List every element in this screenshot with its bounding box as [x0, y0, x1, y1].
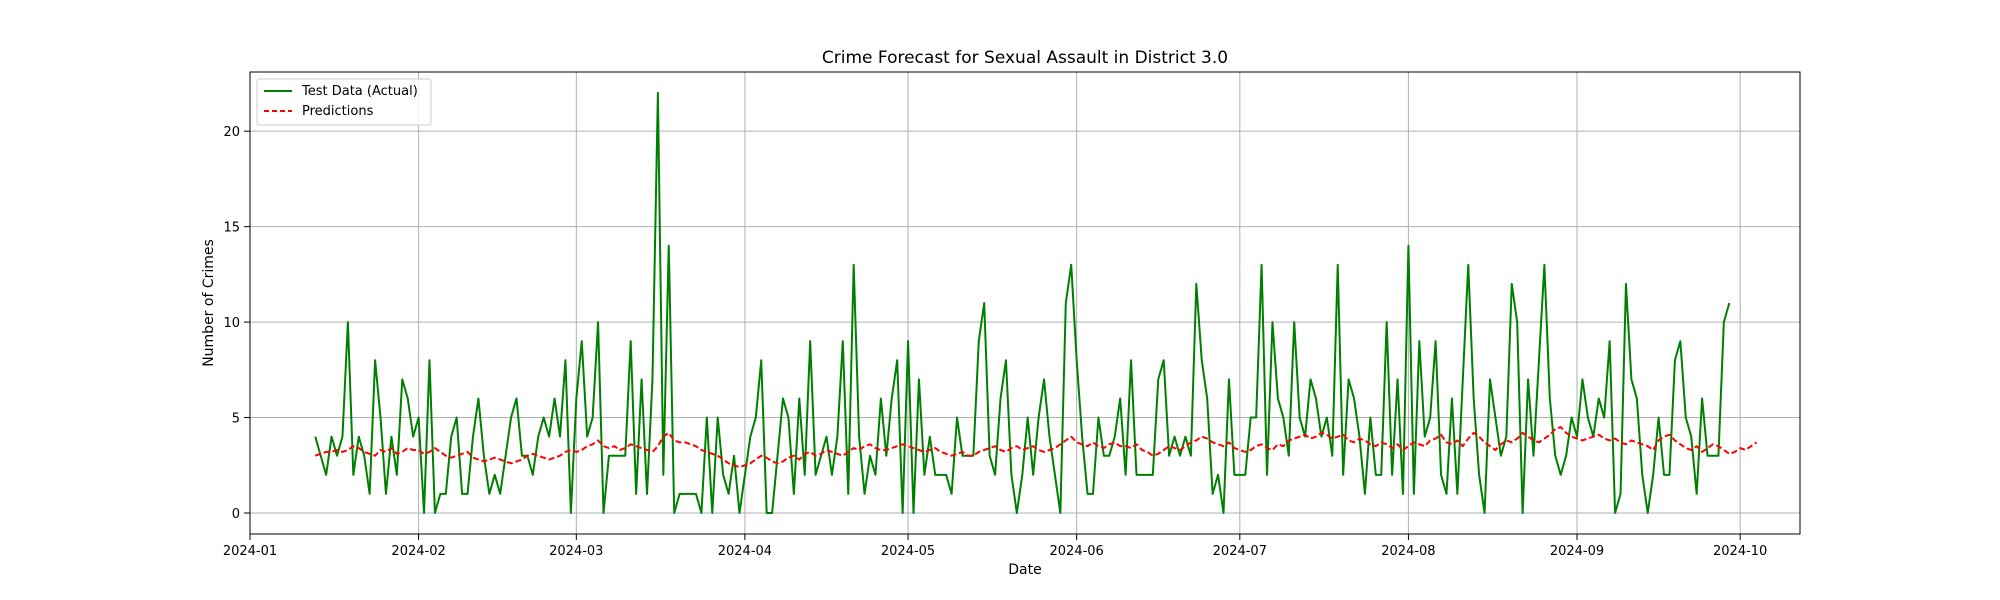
- legend: Test Data (Actual) Predictions: [256, 78, 432, 126]
- legend-label-predictions: Predictions: [302, 104, 374, 119]
- x-tick-label: 2024-09: [1550, 544, 1604, 559]
- x-tick-label: 2024-05: [881, 544, 935, 559]
- series-layer: [314, 92, 1758, 514]
- x-tick-label: 2024-08: [1381, 544, 1435, 559]
- x-tick-label: 2024-06: [1050, 544, 1104, 559]
- series-line-predictions: [314, 426, 1758, 469]
- x-tick-label: 2024-10: [1713, 544, 1767, 559]
- y-tick-label: 15: [223, 221, 240, 236]
- grid: [249, 72, 1800, 534]
- y-tick-label: 0: [232, 507, 240, 522]
- x-tick-label: 2024-03: [549, 544, 603, 559]
- y-tick-label: 10: [223, 316, 240, 331]
- x-axis: 2024-01 2024-02 2024-03 2024-04 2024-05 2024-…: [223, 534, 1767, 559]
- plot-frame: [249, 71, 1801, 535]
- y-tick-label: 20: [223, 125, 240, 140]
- x-tick-label: 2024-01: [223, 544, 277, 559]
- y-axis-label: Number of Crimes: [201, 239, 217, 367]
- legend-box: [256, 78, 432, 126]
- x-tick-label: 2024-04: [718, 544, 772, 559]
- y-tick-label: 5: [232, 412, 240, 427]
- x-tick-label: 2024-02: [391, 544, 445, 559]
- legend-label-actual: Test Data (Actual): [301, 84, 418, 99]
- series-line-actual: [314, 92, 1731, 514]
- x-tick-label: 2024-07: [1213, 544, 1267, 559]
- plot-area: [250, 72, 1800, 534]
- x-axis-label: Date: [1008, 562, 1041, 578]
- chart-title: Crime Forecast for Sexual Assault in Dis…: [822, 48, 1228, 68]
- y-axis: 0 5 10 15 20: [223, 125, 250, 522]
